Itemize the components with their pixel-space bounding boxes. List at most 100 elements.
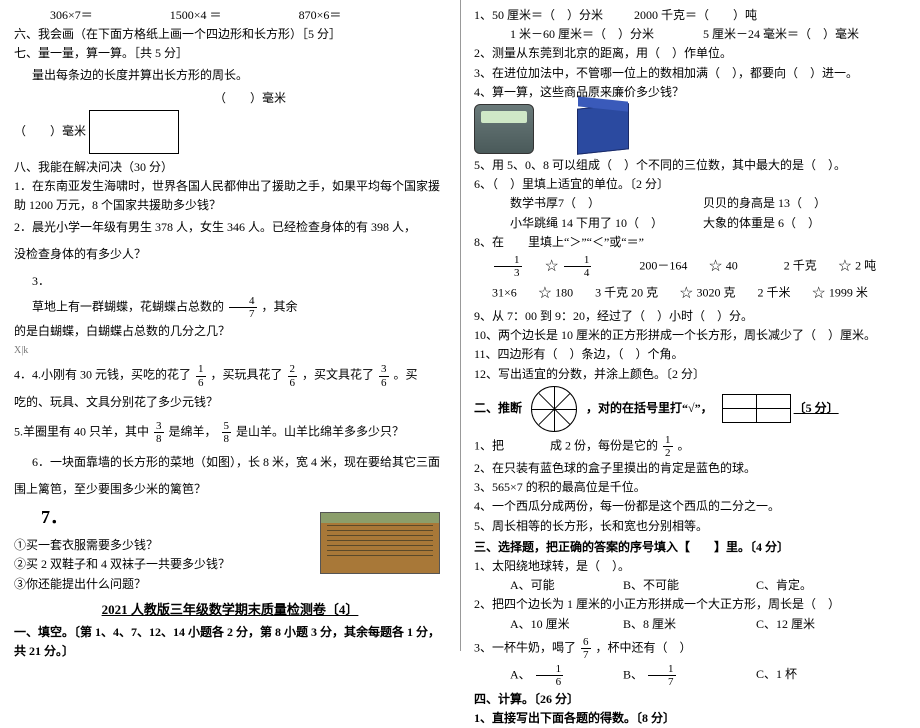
r1a: 1、50 厘米＝（ ）分米 bbox=[474, 6, 603, 25]
q3-frac: 47 bbox=[229, 295, 257, 320]
j1f: 12 bbox=[663, 434, 673, 459]
box-icon bbox=[577, 103, 629, 154]
j1-line: 1、把 成 2 份，每份是它的 12 。 bbox=[474, 434, 906, 459]
q5c: 是山羊。山羊比绵羊多多少只？ bbox=[236, 424, 404, 438]
sec8-line: 八、我能在解决问决（30 分） bbox=[14, 158, 446, 177]
star-icon: ☆ bbox=[520, 281, 552, 307]
field-rows bbox=[327, 525, 433, 569]
c3a-opt: A、 16 bbox=[492, 663, 602, 688]
q4f2: 26 bbox=[288, 363, 298, 388]
sec4: 四、计算。〔26 分〕 bbox=[474, 690, 906, 709]
table-grid bbox=[722, 394, 791, 423]
mm-left: （ ）毫米 bbox=[14, 124, 86, 138]
r8l2f: 1999 米 bbox=[829, 286, 868, 300]
mm-wrap: （ ）毫米 bbox=[14, 110, 446, 154]
j1c: 。 bbox=[678, 438, 690, 452]
r1b: 2000 千克＝（ ）吨 bbox=[634, 6, 757, 25]
q4f3: 36 bbox=[379, 363, 389, 388]
r8-line1: 13 ☆ 14 200－164 ☆ 40 2 千克 ☆ 2 吨 bbox=[474, 254, 906, 280]
r8l1d: 40 bbox=[726, 258, 738, 272]
r1d: 5 厘米－24 毫米＝（ ）毫米 bbox=[685, 25, 859, 44]
r6-row1: 数学书厚7（ ） 贝贝的身高是 13（ ） bbox=[474, 194, 906, 213]
r10: 10、两个边长是 10 厘米的正方形拼成一个长方形，周长减少了（ ）厘米。 bbox=[474, 326, 906, 345]
c3a-text: 3、一杯牛奶，喝了 bbox=[474, 640, 576, 654]
q4e: 吃的、玩具、文具分别花了多少元钱？ bbox=[14, 393, 446, 412]
r6-row2: 小华跳绳 14 下用了 10（ ） 大象的体重是 6（ ） bbox=[474, 214, 906, 233]
calc-a: 306×7＝ bbox=[32, 6, 93, 25]
q3-line: 草地上有一群蝴蝶，花蝴蝶占总数的 47 ，其余 bbox=[14, 295, 446, 320]
sec8-title: 八、我能在解决问 bbox=[14, 160, 110, 174]
r9: 9、从 7：00 到 9：20，经过了（ ）小时（ ）分。 bbox=[474, 307, 906, 326]
r6: 6、（ ）里填上适宜的单位。〔2 分〕 bbox=[474, 175, 906, 194]
star-icon: ☆ bbox=[527, 254, 559, 280]
r8l2e: 2 千米 bbox=[758, 286, 791, 300]
q5f1: 38 bbox=[154, 420, 164, 445]
q4c: ，买文具花了 bbox=[302, 368, 374, 382]
q3a: 草地上有一群蝴蝶，花蝴蝶占总数的 bbox=[32, 299, 224, 313]
page-root: 306×7＝ 1500×4 ＝ 870×6＝ 六、我会画（在下面方格纸上画一个四… bbox=[0, 0, 920, 651]
q4d: 。买 bbox=[394, 368, 418, 382]
sec2b: ，对的在括号里打“√”， bbox=[586, 401, 713, 415]
o3: ③你还能提出什么问题？ bbox=[14, 575, 446, 594]
calculator-icon bbox=[474, 104, 534, 154]
c4-1: 1、直接写出下面各题的得数。〔8 分〕 bbox=[474, 709, 906, 728]
c1c: C、肯定。 bbox=[738, 576, 812, 595]
sec7-sub: 量出每条边的长度并算出长方形的周长。 bbox=[14, 66, 446, 85]
r8l1b: 14 bbox=[564, 254, 592, 279]
sec6: 六、我会画（在下面方格纸上画一个四边形和长方形）［5 分］ bbox=[14, 25, 446, 44]
c3-line: 3、一杯牛奶，喝了 67 ，杯中还有（ ） bbox=[474, 636, 906, 661]
c2-opts: A、10 厘米 B、8 厘米 C、12 厘米 bbox=[474, 615, 906, 634]
q3: 3． bbox=[14, 272, 446, 291]
calc-c: 870×6＝ bbox=[281, 6, 342, 25]
r6a: 数学书厚7（ ） bbox=[492, 194, 682, 213]
j4: 4、一个西瓜分成两份，每一份都是这个西瓜的二分之一。 bbox=[474, 497, 906, 516]
r8l1c: 200－164 bbox=[639, 258, 687, 272]
r8: 8、在 里填上“＞”“＜”或“＝” bbox=[474, 233, 906, 252]
r4: 4、算一算，这些商品原来廉价多少钱？ bbox=[474, 83, 906, 102]
c3b-opt: B、 17 bbox=[605, 663, 735, 688]
r6b: 贝贝的身高是 13（ ） bbox=[685, 194, 826, 213]
j5: 5、周长相等的长方形，长和宽也分别相等。 bbox=[474, 517, 906, 536]
r8l2a: 31×6 bbox=[492, 286, 517, 300]
q4-line: 4．4.小刚有 30 元钱，买吃的花了 16 ，买玩具花了 26 ，买文具花了 … bbox=[14, 363, 446, 388]
q4a: 4．4.小刚有 30 元钱，买吃的花了 bbox=[14, 368, 191, 382]
c3f1: 67 bbox=[581, 636, 591, 661]
q5b: 是绵羊， bbox=[169, 424, 217, 438]
q5a: 5.羊圈里有 40 只羊，其中 bbox=[14, 424, 149, 438]
calc-b: 1500×4 ＝ bbox=[152, 6, 222, 25]
j2: 2、在只装有蓝色球的盒子里摸出的肯定是蓝色的球。 bbox=[474, 459, 906, 478]
star-icon: ☆ bbox=[794, 281, 826, 307]
product-images bbox=[474, 104, 906, 154]
r6c: 小华跳绳 14 下用了 10（ ） bbox=[492, 214, 682, 233]
r12: 12、写出适宜的分数，并涂上颜色。〔2 分〕 bbox=[474, 365, 906, 384]
circle-diagram bbox=[531, 386, 577, 432]
sec2c: 〔5 分〕 bbox=[794, 401, 839, 415]
q6b: 围上篱笆，至少要围多少米的篱笆？ bbox=[14, 480, 446, 499]
q5f2: 58 bbox=[222, 420, 232, 445]
r8l1f: 2 吨 bbox=[855, 258, 876, 272]
calc-row: 306×7＝ 1500×4 ＝ 870×6＝ bbox=[14, 6, 446, 25]
sec8-rest: 决（30 分） bbox=[110, 160, 173, 174]
r8l1a: 13 bbox=[494, 254, 522, 279]
q2b: 没检查身体的有多少人？ bbox=[14, 245, 446, 264]
star-icon: ☆ bbox=[661, 281, 693, 307]
r8-line2: 31×6 ☆ 180 3 千克 20 克 ☆ 3020 克 2 千米 ☆ 199… bbox=[474, 281, 906, 307]
r3: 3、在进位加法中，不管哪一位上的数相加满（ ），都要向（ ）进一。 bbox=[474, 64, 906, 83]
r5: 5、用 5、0、8 可以组成（ ）个不同的三位数，其中最大的是（ ）。 bbox=[474, 156, 906, 175]
q2: 2．晨光小学一年级有男生 378 人，女生 346 人。已经检查身体的有 398… bbox=[14, 218, 446, 237]
q5-line: 5.羊圈里有 40 只羊，其中 38 是绵羊， 58 是山羊。山羊比绵羊多多少只… bbox=[14, 420, 446, 445]
star-icon: ☆ bbox=[820, 254, 852, 280]
q4b: ，买玩具花了 bbox=[211, 368, 283, 382]
c2a: A、10 厘米 bbox=[492, 615, 602, 634]
c2c: C、12 厘米 bbox=[738, 615, 815, 634]
mm-top: （ ）毫米 bbox=[14, 89, 446, 108]
c2: 2、把四个边长为 1 厘米的小正方形拼成一个大正方形，周长是（ ） bbox=[474, 595, 906, 614]
c3c: C、1 杯 bbox=[738, 665, 797, 684]
c1: 1、太阳绕地球转，是（ ）。 bbox=[474, 557, 906, 576]
r6d: 大象的体重是 6（ ） bbox=[685, 214, 820, 233]
r1-row1: 1、50 厘米＝（ ）分米 2000 千克＝（ ）吨 bbox=[474, 6, 906, 25]
j1a: 1、把 bbox=[474, 438, 504, 452]
left-column: 306×7＝ 1500×4 ＝ 870×6＝ 六、我会画（在下面方格纸上画一个四… bbox=[0, 0, 460, 651]
r1c: 1 米－60 厘米＝（ ）分米 bbox=[492, 25, 654, 44]
paper-title: 2021 人教版三年级数学期末质量检测卷〔4〕 bbox=[14, 600, 446, 621]
